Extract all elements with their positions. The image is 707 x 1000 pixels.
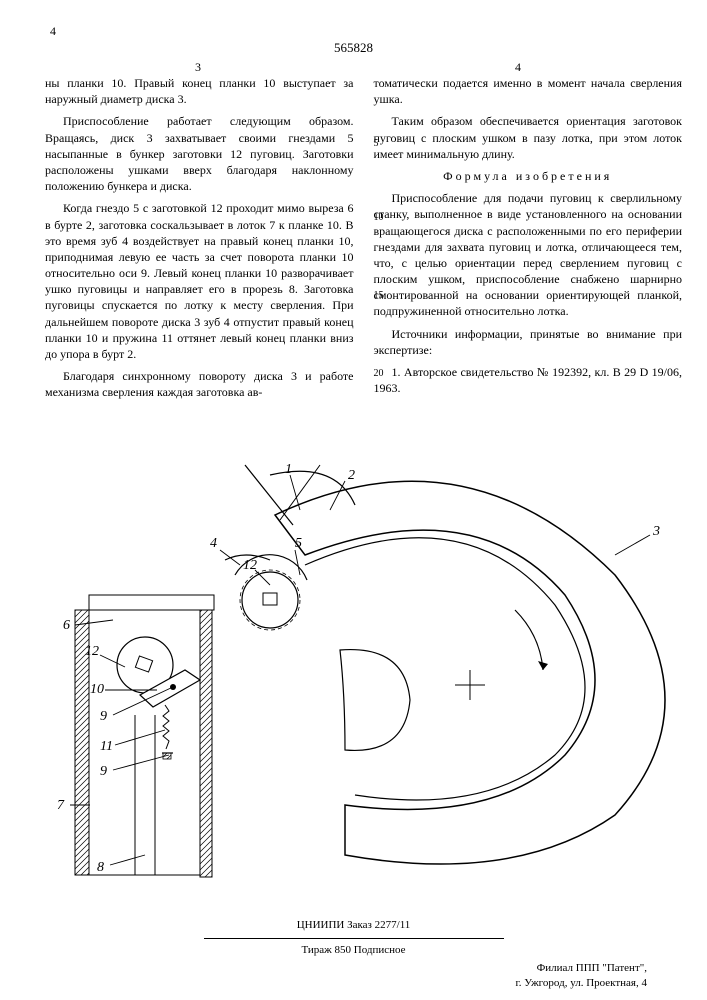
- svg-text:6: 6: [63, 618, 70, 633]
- technical-drawing: 1 2 3 4 5 6 12 10 9 11 9 7 8 12: [45, 455, 685, 880]
- footer-divider: [204, 938, 504, 939]
- paragraph: Когда гнездо 5 с заготовкой 12 проходит …: [45, 200, 354, 362]
- svg-text:12: 12: [243, 558, 257, 573]
- footer-city: г. Ужгород, ул. Проектная, 4: [515, 976, 647, 990]
- svg-text:10: 10: [90, 682, 104, 697]
- paragraph: Приспособление работает следующим образо…: [45, 113, 354, 194]
- footer-address: Филиал ППП "Патент", г. Ужгород, ул. Про…: [515, 961, 647, 990]
- svg-text:9: 9: [100, 709, 107, 724]
- svg-text:9: 9: [100, 764, 107, 779]
- paragraph: Таким образом обеспечивается ориентация …: [374, 113, 683, 162]
- right-column: 5 10 15 20 томатически подается именно в…: [374, 75, 683, 407]
- footer-org: Филиал ППП "Патент",: [515, 961, 647, 975]
- line-number: 5: [374, 137, 379, 151]
- footer: ЦНИИПИ Заказ 2277/11 Тираж 850 Подписное: [0, 918, 707, 958]
- svg-text:7: 7: [57, 798, 65, 813]
- svg-text:5: 5: [295, 536, 302, 551]
- svg-text:1: 1: [285, 462, 292, 477]
- formula-title: Формула изобретения: [374, 168, 683, 184]
- paragraph: томатически подается именно в момент нач…: [374, 75, 683, 107]
- footer-tirazh: Тираж 850 Подписное: [0, 943, 707, 958]
- line-number: 15: [374, 289, 384, 303]
- paragraph: Приспособление для подачи пуговиц к свер…: [374, 190, 683, 320]
- line-number: 20: [374, 367, 384, 381]
- svg-text:8: 8: [97, 860, 104, 875]
- column-number-right: 4: [515, 60, 521, 75]
- paragraph: Благодаря синхронному повороту диска 3 и…: [45, 368, 354, 400]
- text-columns: ны планки 10. Правый конец планки 10 выс…: [45, 75, 682, 407]
- page-mark: 4: [50, 24, 56, 39]
- svg-text:3: 3: [652, 524, 660, 539]
- paragraph: Источники информации, принятые во вниман…: [374, 326, 683, 358]
- footer-order: ЦНИИПИ Заказ 2277/11: [0, 918, 707, 933]
- paragraph: ны планки 10. Правый конец планки 10 выс…: [45, 75, 354, 107]
- svg-text:11: 11: [100, 739, 113, 754]
- svg-text:2: 2: [348, 468, 355, 483]
- line-number: 10: [374, 211, 384, 225]
- svg-text:12: 12: [85, 644, 99, 659]
- svg-text:4: 4: [210, 536, 217, 551]
- left-column: ны планки 10. Правый конец планки 10 выс…: [45, 75, 354, 407]
- paragraph: 1. Авторское свидетельство № 192392, кл.…: [374, 364, 683, 396]
- document-number: 565828: [334, 40, 373, 56]
- column-number-left: 3: [195, 60, 201, 75]
